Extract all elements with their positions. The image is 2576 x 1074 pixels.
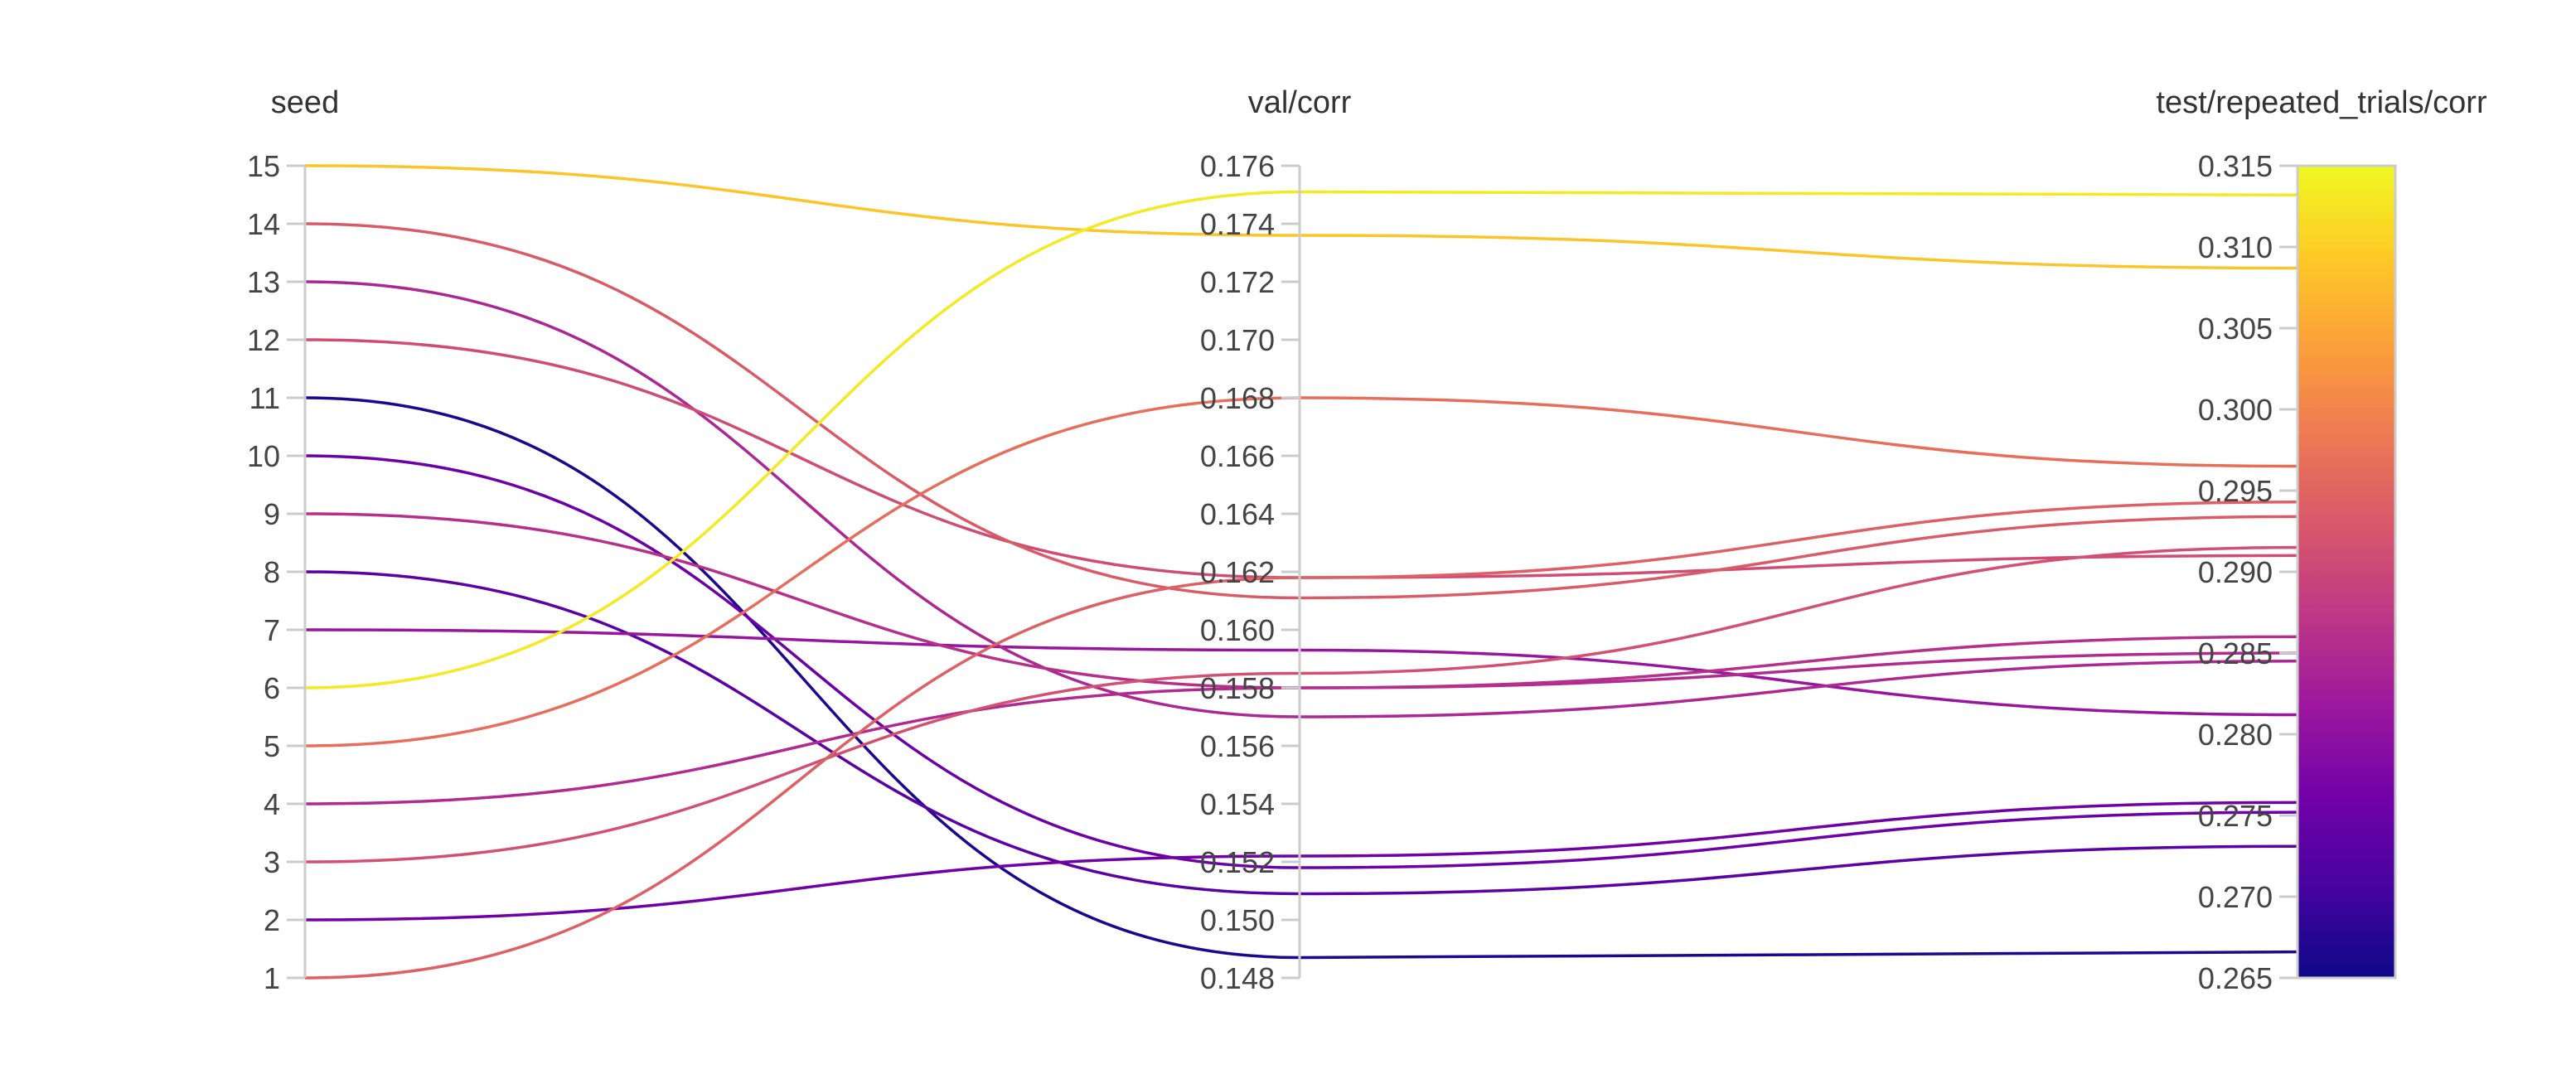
trial-line-seed-5 [304,396,2298,747]
tick-label: 0.170 [1200,323,1275,357]
tick-label: 4 [264,787,280,821]
trial-line-seed-1 [304,500,2298,980]
tick-label: 0.270 [2198,880,2273,914]
tick-label: 0.158 [1200,671,1275,705]
tick-label: 0.280 [2198,718,2273,752]
tick-label: 12 [247,323,280,357]
tick-label: 2 [264,903,280,937]
tick-label: 13 [247,265,280,299]
tick-label: 7 [264,613,280,647]
colorbar-gradient [2298,166,2395,978]
trial-line-seed-4 [304,651,2298,806]
tick-label: 5 [264,729,280,763]
tick-label: 9 [264,497,280,531]
trial-line-seed-11 [304,396,2298,960]
tick-label: 0.315 [2198,149,2273,183]
tick-label: 0.295 [2198,474,2273,508]
tick-label: 6 [264,671,280,705]
tick-label: 0.152 [1200,845,1275,879]
axis-title-seed: seed [271,85,339,120]
tick-label: 0.310 [2198,230,2273,264]
tick-label: 0.305 [2198,312,2273,346]
tick-label: 0.164 [1200,497,1275,531]
axis-title-test: test/repeated_trials/corr [2156,85,2487,120]
tick-label: 0.162 [1200,555,1275,589]
axis-val: 0.148 0.150 0.152 0.154 0.156 0.158 0.160 0.162… [1200,85,1352,995]
colorbar [2296,164,2397,980]
tick-label: 0.275 [2198,799,2273,833]
tick-label: 0.265 [2198,961,2273,995]
tick-label: 0.285 [2198,636,2273,670]
tick-label: 0.300 [2198,393,2273,427]
tick-label: 0.150 [1200,903,1275,937]
tick-label: 8 [264,555,280,589]
trial-line-seed-14 [304,222,2298,600]
tick-label: 0.174 [1200,207,1275,241]
axis-title-val: val/corr [1248,85,1352,120]
tick-label: 0.160 [1200,613,1275,647]
tick-label: 15 [247,149,280,183]
tick-label: 0.156 [1200,729,1275,763]
tick-label: 11 [249,381,280,415]
tick-label: 0.166 [1200,439,1275,473]
tick-label: 1 [264,961,280,995]
colorbar-frame [2296,164,2397,980]
trial-lines [304,164,2298,980]
tick-label: 0.290 [2198,555,2273,589]
trial-line-seed-13 [304,280,2298,718]
trial-line-seed-9 [304,512,2298,689]
tick-label: 10 [247,439,280,473]
trial-line-seed-15 [304,164,2298,270]
tick-label: 0.154 [1200,787,1275,821]
tick-label: 0.172 [1200,265,1275,299]
trial-line-seed-10 [304,454,2298,869]
tick-label: 0.176 [1200,149,1275,183]
tick-label: 3 [264,845,280,879]
tick-label: 0.168 [1200,381,1275,415]
axes: 123456789101112131415seed0.1480.1500.152… [247,85,2487,995]
tick-label: 0.148 [1200,961,1275,995]
tick-label: 14 [247,207,280,241]
trial-line-seed-8 [304,570,2298,896]
trial-line-seed-6 [304,190,2298,689]
